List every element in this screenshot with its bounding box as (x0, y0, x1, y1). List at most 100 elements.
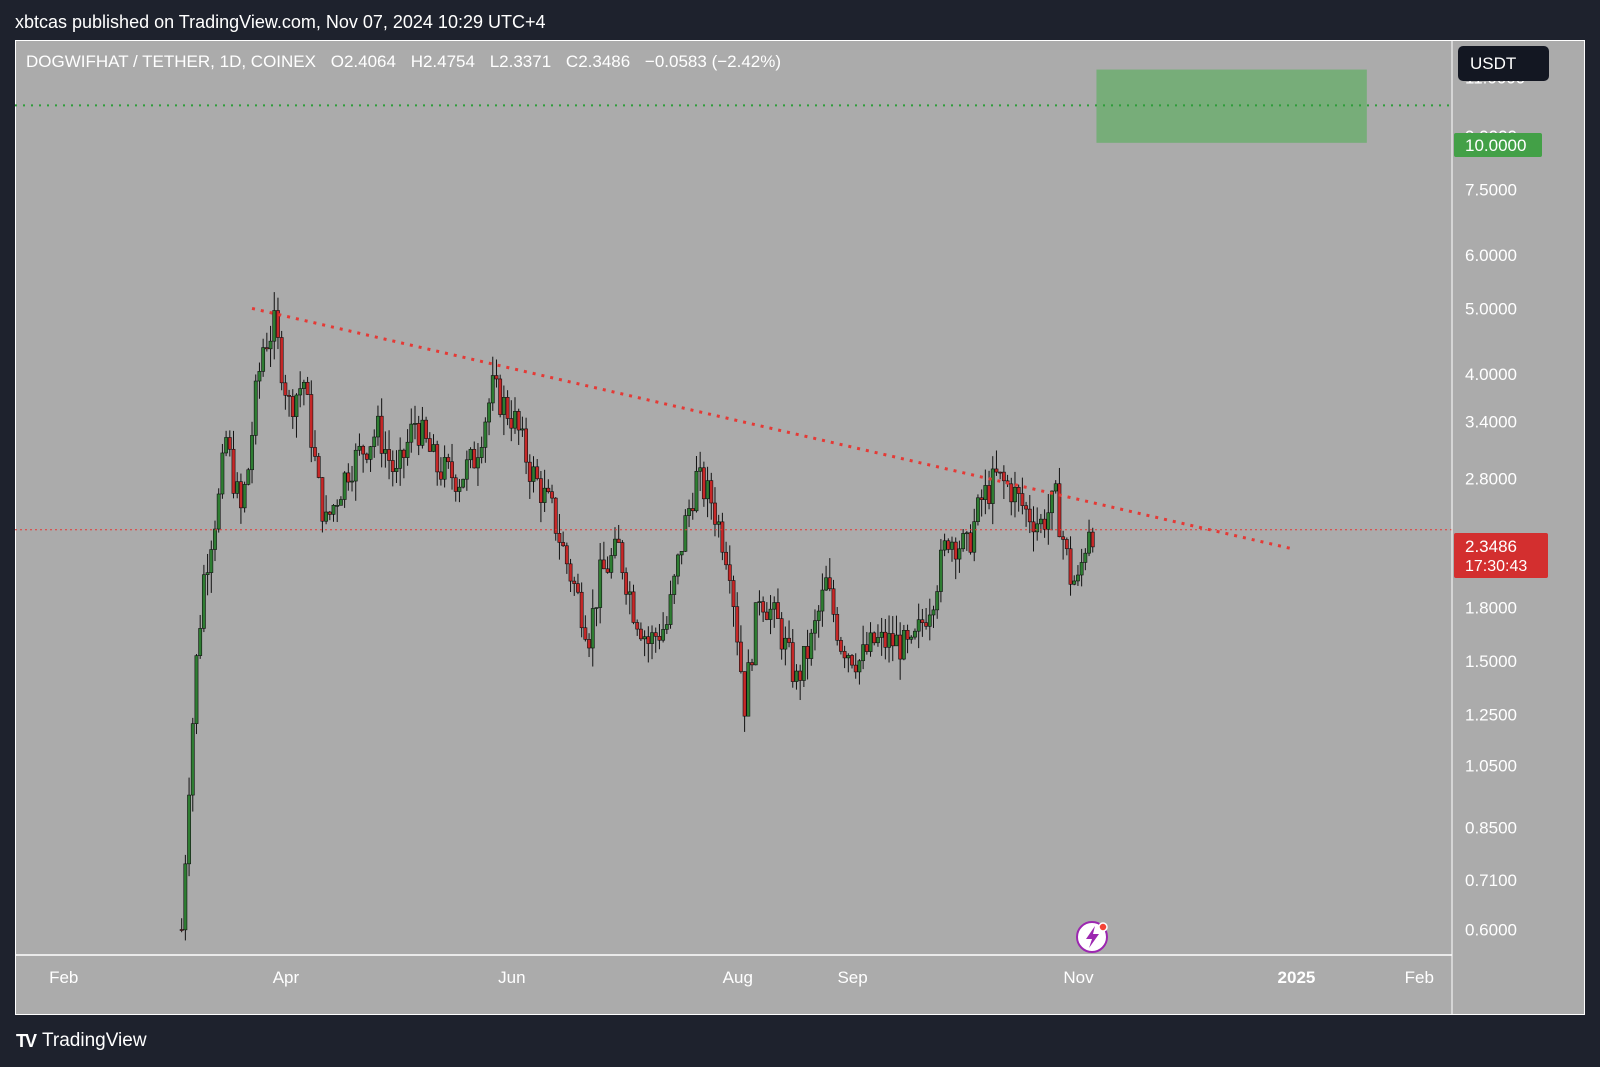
candle-down (953, 541, 958, 560)
candle-up (1050, 490, 1054, 514)
candle-down (883, 631, 888, 648)
y-tick-label: 1.2500 (1465, 706, 1517, 725)
candle-up (394, 468, 399, 472)
candle-down (968, 532, 973, 553)
candlestick-series (179, 292, 1095, 941)
legend-open-label: O (331, 52, 344, 71)
legend-high-label: H (411, 52, 423, 71)
candle-down (713, 502, 717, 525)
candle-up (335, 505, 340, 507)
candle-up (1076, 574, 1080, 582)
candle-down (1020, 493, 1025, 506)
candle-up (931, 609, 936, 616)
candle-up (194, 655, 199, 724)
candle-up (464, 459, 469, 480)
candle-down (390, 460, 395, 472)
candle-up (468, 449, 473, 461)
candle-up (939, 549, 943, 592)
candle-down (905, 630, 910, 640)
candle-up (213, 528, 217, 550)
candle-up (983, 485, 988, 500)
candle-down (346, 472, 351, 483)
x-tick-label: Aug (723, 968, 753, 987)
candle-down (1057, 483, 1062, 538)
candle-up (846, 655, 851, 659)
candle-up (1083, 552, 1088, 563)
candle-up (250, 435, 254, 471)
currency-button[interactable]: USDT (1458, 46, 1549, 81)
candle-up (753, 602, 758, 666)
tradingview-brand[interactable]: TV TradingView (16, 1030, 147, 1052)
candle-up (794, 670, 799, 682)
candle-down (624, 572, 628, 595)
lightning-icon[interactable] (1076, 921, 1108, 953)
x-tick-label: Feb (1405, 968, 1434, 987)
candle-up (520, 428, 525, 431)
candle-up (479, 447, 484, 458)
candle-down (850, 655, 854, 666)
candle-up (431, 444, 436, 452)
legend-high: 2.4754 (423, 52, 475, 71)
candle-down (1031, 521, 1036, 533)
candle-down (761, 601, 766, 613)
candle-up (476, 457, 480, 469)
candle-down (309, 394, 314, 448)
y-tick-label: 0.7100 (1465, 871, 1517, 890)
candle-up (876, 637, 880, 644)
candle-down (839, 640, 843, 652)
candle-up (331, 505, 336, 515)
candle-up (301, 381, 306, 389)
candle-down (1042, 518, 1047, 530)
candle-up (813, 620, 817, 634)
candle-down (527, 461, 532, 482)
y-tick-label: 7.5000 (1465, 181, 1517, 200)
candle-up (887, 633, 891, 648)
legend-symbol: DOGWIFHAT / TETHER, 1D, COINEX (26, 52, 316, 71)
candle-down (361, 445, 366, 455)
candle-down (946, 540, 951, 550)
symbol-legend: DOGWIFHAT / TETHER, 1D, COINEX O2.4064 H… (26, 52, 781, 71)
x-tick-label: Feb (49, 968, 78, 987)
brand-name: TradingView (42, 1030, 147, 1051)
candle-up (705, 480, 710, 500)
candle-up (1046, 512, 1051, 530)
candle-up (935, 591, 940, 611)
candle-down (494, 375, 499, 380)
candle-up (298, 388, 303, 396)
candle-up (216, 493, 221, 530)
candle-down (1068, 548, 1073, 585)
chart-area[interactable] (15, 40, 1585, 1015)
candle-down (287, 395, 291, 397)
x-tick-label: Jun (498, 968, 525, 987)
candle-down (1024, 505, 1028, 510)
candle-up (531, 466, 536, 482)
candle-down (864, 644, 869, 652)
candle-up (927, 614, 932, 627)
candle-up (409, 423, 414, 443)
legend-close-label: C (566, 52, 578, 71)
x-tick-label: Sep (837, 968, 867, 987)
candle-up (972, 521, 977, 553)
candle-down (872, 632, 877, 644)
candle-up (209, 549, 214, 573)
candle-down (890, 633, 895, 647)
candle-down (424, 419, 429, 439)
candle-down (631, 591, 636, 623)
candle-down (231, 448, 236, 494)
candle-up (879, 631, 884, 638)
candle-up (661, 629, 666, 641)
candle-down (701, 467, 706, 500)
candle-down (657, 636, 662, 641)
candle-down (735, 606, 740, 643)
candle-up (964, 532, 969, 535)
candle-down (453, 477, 458, 492)
candle-up (205, 572, 210, 576)
candle-down (587, 639, 591, 649)
candle-down (572, 580, 577, 584)
candle-down (379, 415, 384, 454)
candle-up (772, 602, 777, 610)
candle-up (857, 660, 862, 673)
candle-down (1064, 539, 1069, 550)
y-tick-label: 4.0000 (1465, 365, 1517, 384)
